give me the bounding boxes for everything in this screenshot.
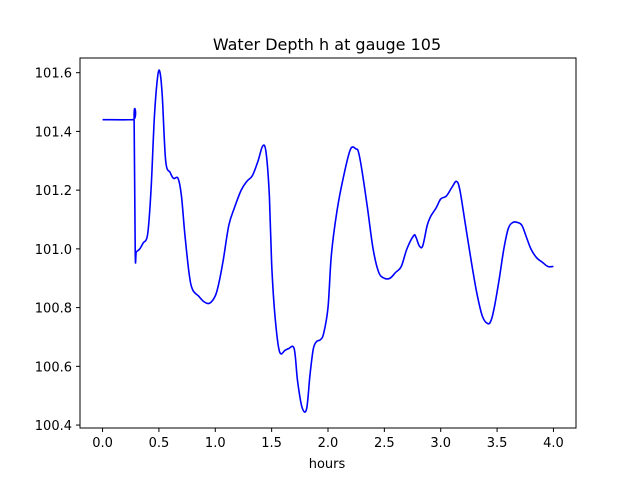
series-line [102, 69, 554, 413]
y-tick-label: 101.4 [35, 125, 72, 140]
y-tick-label: 100.6 [35, 360, 72, 375]
x-axis: 0.0 0.5 1.0 1.5 2.0 2.5 3.0 3.5 4.0 [92, 428, 564, 451]
y-tick-label: 101.2 [35, 184, 72, 199]
x-axis-label: hours [309, 457, 346, 472]
chart-title: Water Depth h at gauge 105 [213, 35, 441, 54]
y-tick-label: 101.0 [35, 243, 72, 258]
y-axis: 100.4 100.6 100.8 101.0 101.2 101.4 101.6 [35, 67, 80, 434]
x-tick-label: 1.5 [261, 436, 282, 451]
y-tick-label: 101.6 [35, 67, 72, 82]
x-tick-label: 1.0 [205, 436, 226, 451]
x-tick-label: 4.0 [543, 436, 564, 451]
x-tick-label: 2.0 [318, 436, 339, 451]
x-tick-label: 2.5 [374, 436, 395, 451]
x-tick-label: 0.5 [149, 436, 170, 451]
plot-area [102, 69, 554, 413]
y-tick-label: 100.8 [35, 302, 72, 317]
x-tick-label: 0.0 [92, 436, 113, 451]
axes-frame [79, 57, 577, 429]
y-tick-label: 100.4 [35, 419, 72, 434]
x-tick-label: 3.5 [487, 436, 508, 451]
x-tick-label: 3.0 [430, 436, 451, 451]
